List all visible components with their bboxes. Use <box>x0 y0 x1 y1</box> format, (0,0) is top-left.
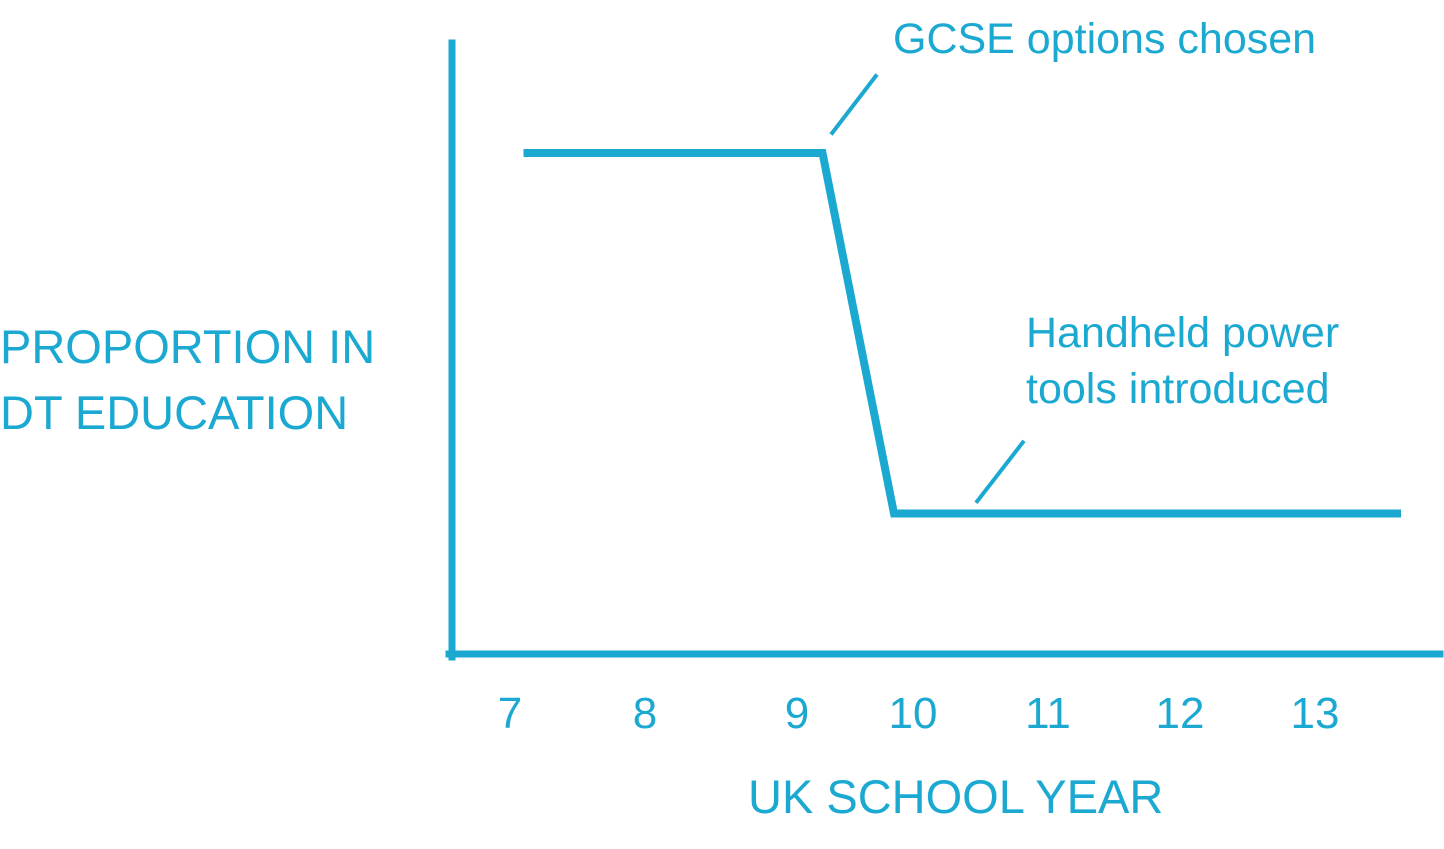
x-tick-label-8: 8 <box>632 689 658 738</box>
annotation-power-tools: Handheld power tools introduced <box>1026 309 1340 413</box>
y-axis-label-line-1: PROPORTION IN <box>0 320 376 373</box>
x-tick-label-10: 10 <box>888 689 938 738</box>
annotation-leader-0 <box>829 73 879 136</box>
annotation-gcse-options: GCSE options chosen <box>893 15 1317 63</box>
x-axis-label: UK SCHOOL YEAR <box>748 770 1164 823</box>
x-tick-label-13: 13 <box>1290 689 1340 738</box>
y-axis-label-line-2: DT EDUCATION <box>0 386 349 439</box>
x-tick-label-12: 12 <box>1155 689 1205 738</box>
series-line-0 <box>523 149 1401 518</box>
annotation-leader-1 <box>974 439 1026 505</box>
x-tick-label-11: 11 <box>1025 689 1071 738</box>
x-tick-label-9: 9 <box>784 689 810 738</box>
x-tick-label-7: 7 <box>497 689 523 738</box>
